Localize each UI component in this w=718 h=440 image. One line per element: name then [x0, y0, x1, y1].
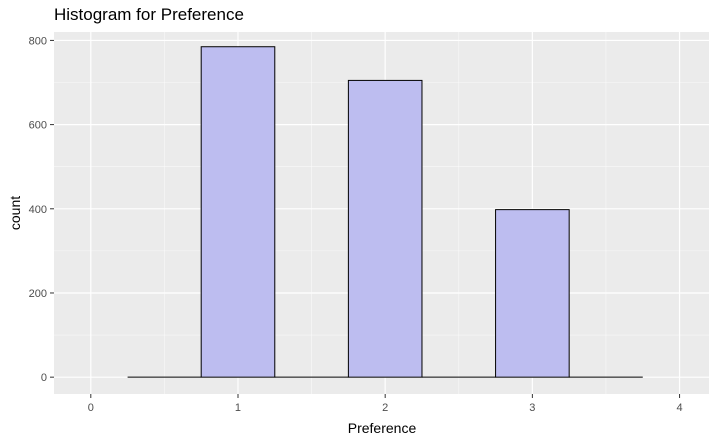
axes: 0 1 2 3 4 0 200 400 600 800 [29, 35, 683, 414]
histogram-bars [127, 46, 643, 378]
x-tick-label: 1 [235, 402, 241, 414]
x-axis-label: Preference [348, 420, 417, 436]
bar [200, 46, 276, 378]
x-tick-label: 3 [529, 402, 535, 414]
bar [347, 79, 423, 378]
y-tick-label: 200 [29, 288, 47, 300]
y-tick-label: 0 [41, 372, 47, 384]
x-tick-label: 0 [88, 402, 94, 414]
y-axis-label: count [7, 196, 23, 230]
bar [495, 209, 570, 378]
x-tick-label: 4 [676, 402, 682, 414]
y-tick-label: 600 [29, 120, 47, 132]
x-tick-label: 2 [382, 402, 388, 414]
y-tick-label: 800 [29, 35, 47, 47]
chart-title: Histogram for Preference [54, 5, 244, 24]
y-tick-label: 400 [29, 204, 47, 216]
